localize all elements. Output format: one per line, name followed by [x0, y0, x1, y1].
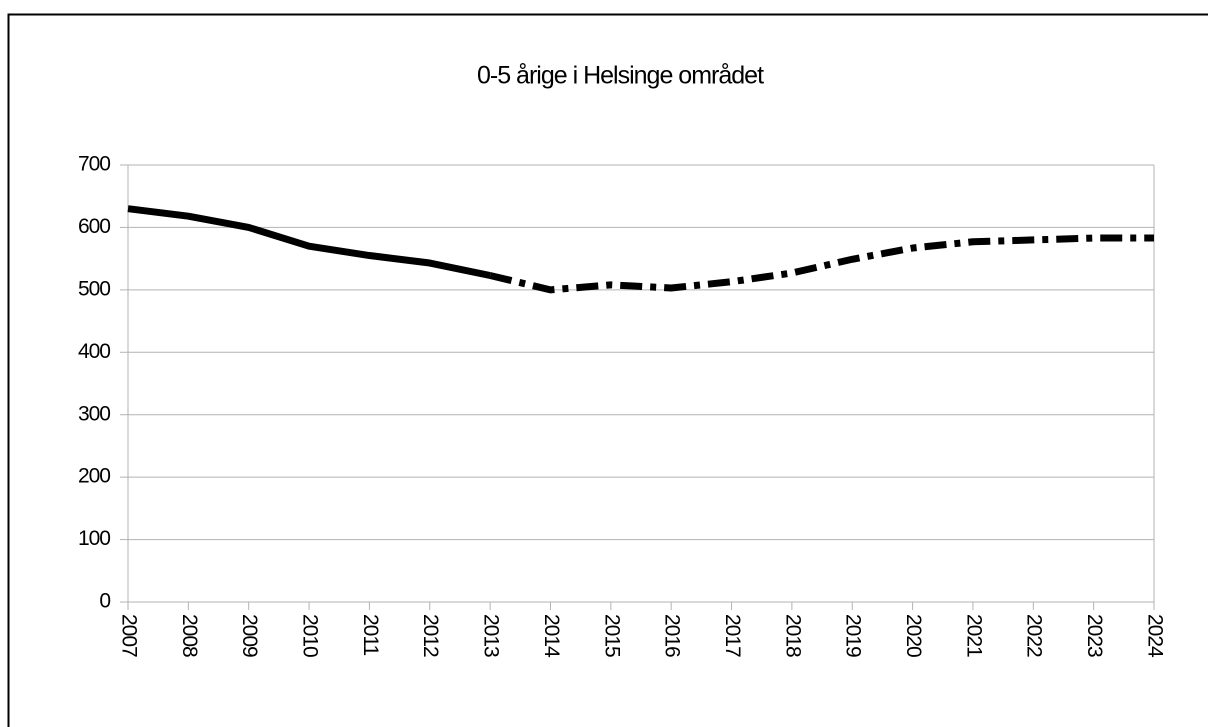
y-tick-label: 200: [78, 465, 110, 488]
line-series: [127, 205, 491, 279]
x-tick-label: 2020: [902, 614, 925, 657]
y-tick-label: 500: [78, 277, 110, 300]
x-tick-label: 2024: [1143, 614, 1166, 658]
x-tick-label: 2022: [1023, 614, 1046, 657]
x-tick-label: 2015: [600, 614, 623, 657]
x-tick-label: 2009: [238, 614, 261, 657]
x-tick-label: 2007: [117, 614, 140, 657]
x-tick-label: 2016: [661, 614, 684, 657]
y-tick-label: 700: [78, 153, 110, 176]
chart-frame: [7, 13, 1208, 727]
x-tick-label: 2023: [1083, 614, 1106, 657]
x-tick-label: 2021: [962, 614, 985, 657]
chart-title: 0-5 årige i Helsinge området: [477, 62, 764, 90]
y-tick-label: 300: [78, 402, 110, 425]
x-tick-label: 2018: [781, 614, 804, 657]
y-tick-label: 100: [78, 527, 110, 550]
x-tick-label: 2012: [419, 614, 442, 657]
x-tick-label: 2011: [359, 614, 382, 655]
x-tick-label: 2017: [721, 614, 744, 657]
x-tick-label: 2014: [540, 614, 563, 658]
x-tick-label: 2008: [178, 614, 201, 657]
y-tick-label: 0: [99, 590, 110, 613]
y-tick-label: 400: [78, 340, 110, 363]
x-tick-label: 2010: [299, 614, 322, 657]
x-tick-label: 2019: [842, 614, 865, 657]
line-series: [489, 234, 1154, 294]
y-tick-label: 600: [78, 215, 110, 238]
x-tick-label: 2013: [480, 614, 503, 657]
